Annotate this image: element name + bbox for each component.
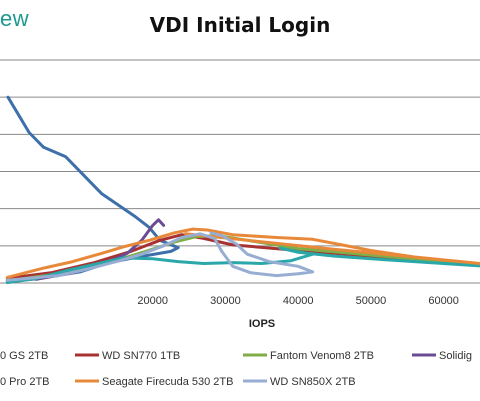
- series-line: [5, 234, 480, 283]
- legend-label: 0 Pro 2TB: [0, 376, 50, 388]
- chart-title: VDI Initial Login: [149, 13, 331, 37]
- series-line: [5, 246, 480, 285]
- x-tick-label: 40000: [283, 295, 314, 307]
- legend-label: WD SN770 1TB: [102, 350, 180, 362]
- series-line: [5, 231, 315, 282]
- series-lines: [5, 95, 480, 285]
- series-line: [5, 233, 480, 280]
- x-tick-labels: 20000 30000 40000 50000 60000: [137, 295, 459, 307]
- legend-label: Solidig: [439, 350, 472, 362]
- x-axis-title: IOPS: [249, 318, 275, 330]
- legend-label: WD SN850X 2TB: [270, 376, 356, 388]
- x-tick-label: 60000: [428, 295, 459, 307]
- x-tick-label: 20000: [137, 295, 168, 307]
- gridlines: [0, 59, 480, 247]
- x-tick-label: 50000: [356, 295, 387, 307]
- legend: 0 GS 2TB WD SN770 1TB Fantom Venom8 2TB Sol…: [0, 350, 472, 388]
- brand-logo-text: ew: [0, 6, 30, 31]
- x-tick-label: 30000: [210, 295, 241, 307]
- legend-label: 0 GS 2TB: [0, 350, 48, 362]
- legend-label: Fantom Venom8 2TB: [270, 350, 374, 362]
- series-line: [5, 95, 180, 283]
- series-line: [5, 227, 480, 279]
- legend-label: Seagate Firecuda 530 2TB: [102, 376, 233, 388]
